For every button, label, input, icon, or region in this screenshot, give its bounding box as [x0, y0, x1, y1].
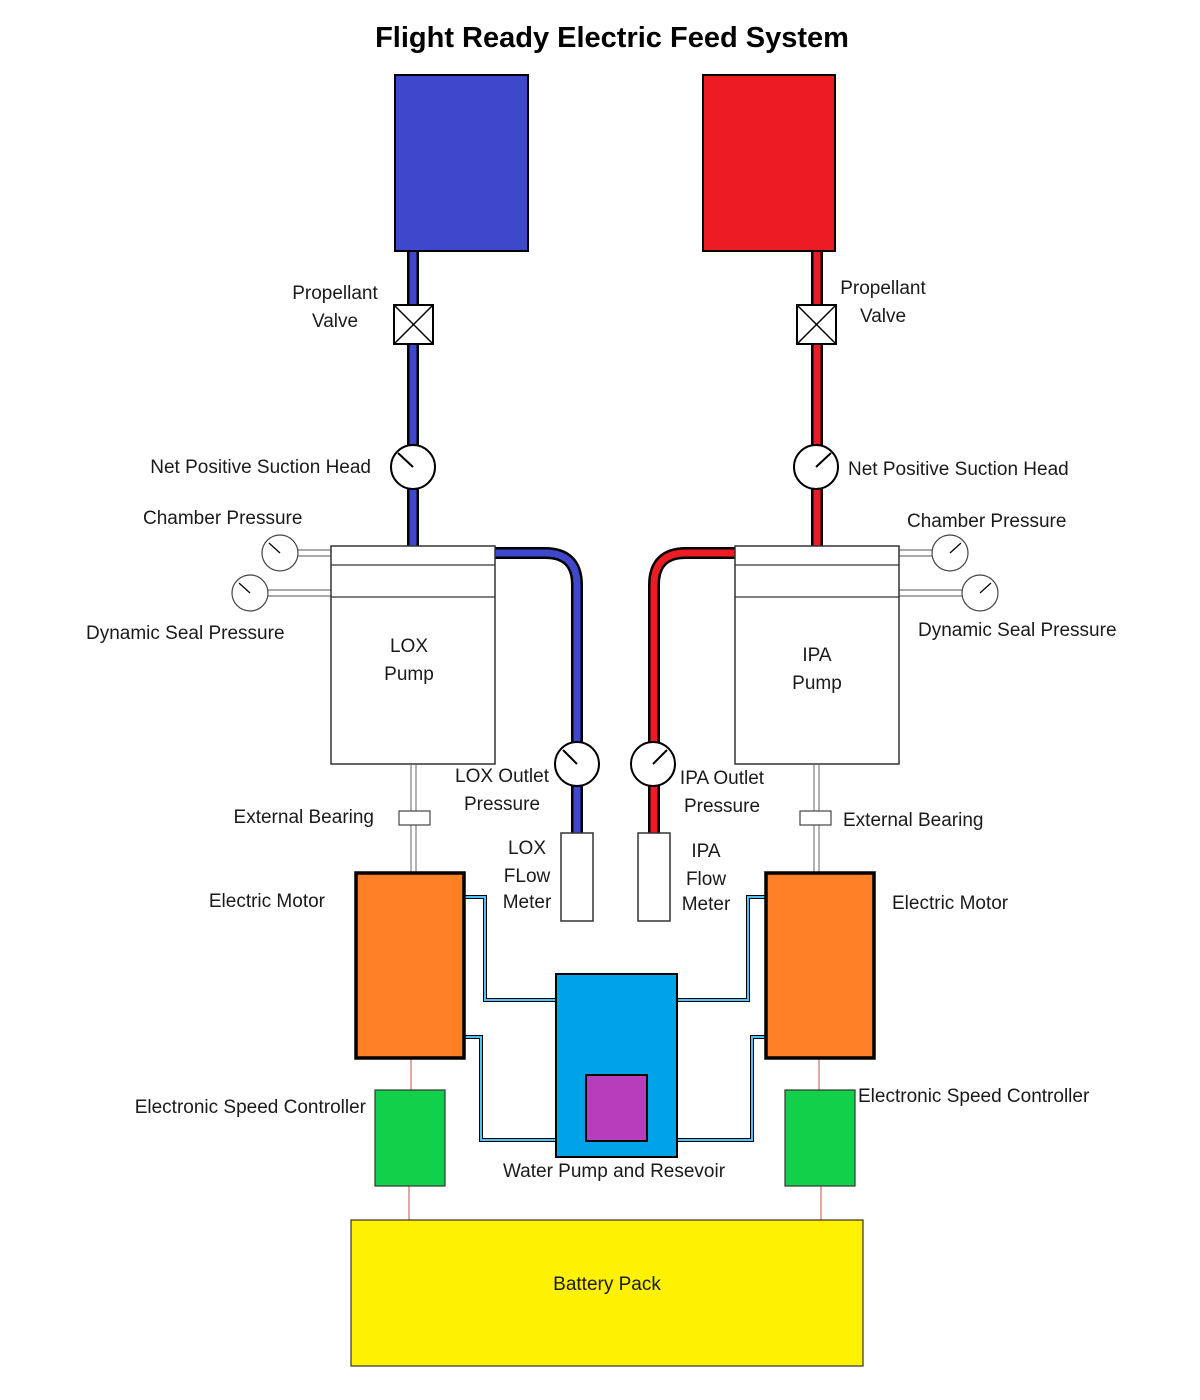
ipa-electric-motor [764, 871, 876, 1060]
lox-outlet-label-line1: LOX Outlet [455, 766, 550, 787]
ipa-npsh-gauge [793, 444, 839, 490]
lox-npsh-gauge [390, 444, 436, 490]
lox-flow-label-line2: FLow [504, 866, 551, 887]
power-wires [408, 1058, 822, 1220]
lox-dynamic-seal-label: Dynamic Seal Pressure [86, 623, 285, 644]
lox-esc [374, 1089, 446, 1187]
lox-pump-label-line2: Pump [384, 664, 434, 685]
lox-outlet-label-line2: Pressure [464, 794, 540, 815]
pressure-gauge-icon [390, 444, 436, 490]
ipa-valve-label-line1: Propellant [840, 278, 926, 299]
pressure-gauge-icon [630, 741, 676, 787]
lox-electric-motor [354, 871, 466, 1060]
ipa-bearing-label: External Bearing [843, 810, 983, 831]
lox-npsh-label: Net Positive Suction Head [150, 457, 371, 478]
ipa-outlet-pressure-gauge [630, 741, 676, 787]
water-pump-label: Water Pump and Resevoir [503, 1161, 726, 1182]
ipa-dynamic-seal-label: Dynamic Seal Pressure [918, 620, 1117, 641]
ipa-chamber-pressure-label: Chamber Pressure [907, 511, 1066, 532]
lox-esc-label: Electronic Speed Controller [135, 1097, 367, 1118]
ipa-npsh-label: Net Positive Suction Head [848, 459, 1069, 480]
ipa-valve-label-line2: Valve [860, 306, 906, 327]
pressure-gauge-icon [793, 444, 839, 490]
lox-valve-label-line2: Valve [312, 311, 358, 332]
lox-feed-line [407, 250, 583, 833]
diagram-title: Flight Ready Electric Feed System [375, 22, 849, 54]
ipa-chamber-pressure-gauge [931, 534, 969, 572]
lox-valve-label-line1: Propellant [292, 283, 378, 304]
ipa-dynamic-seal-gauge [961, 574, 999, 612]
lox-flow-meter [560, 832, 594, 922]
lox-dynamic-seal-gauge [231, 574, 269, 612]
valve-icon [796, 304, 837, 345]
valve-icon [393, 304, 434, 345]
ipa-outlet-label-line2: Pressure [684, 796, 760, 817]
ipa-pump-label-line1: IPA [802, 645, 832, 666]
lox-flow-label-line3: Meter [503, 892, 552, 913]
battery-pack [350, 1219, 864, 1367]
ipa-pump [734, 545, 900, 765]
lox-pump [330, 545, 496, 765]
lox-pump-label-line1: LOX [390, 636, 428, 657]
lox-flow-label-line1: LOX [508, 838, 546, 859]
lox-propellant-valve [393, 304, 434, 345]
pressure-gauge-icon [231, 574, 269, 612]
ipa-feed-line [648, 250, 823, 833]
ipa-motor-label: Electric Motor [892, 893, 1009, 914]
ipa-flow-label-line3: Meter [682, 894, 731, 915]
lox-external-bearing [398, 810, 431, 826]
ipa-flow-label-line1: IPA [691, 841, 721, 862]
lox-motor-label: Electric Motor [209, 891, 326, 912]
pressure-gauge-icon [261, 534, 299, 572]
ipa-tank [702, 74, 836, 252]
ipa-external-bearing [799, 810, 832, 826]
ipa-outlet-label-line1: IPA Outlet [680, 768, 765, 789]
pressure-gauge-icon [961, 574, 999, 612]
ipa-esc [784, 1089, 856, 1187]
ipa-propellant-valve [796, 304, 837, 345]
lox-bearing-label: External Bearing [234, 807, 374, 828]
ipa-flow-label-line2: Flow [686, 869, 726, 890]
ipa-pump-label-line2: Pump [792, 673, 842, 694]
ipa-esc-label: Electronic Speed Controller [858, 1086, 1090, 1107]
lox-chamber-pressure-label: Chamber Pressure [143, 508, 302, 529]
sensor-taps [268, 549, 962, 597]
battery-pack-label: Battery Pack [553, 1274, 661, 1295]
lox-outlet-pressure-gauge [554, 741, 600, 787]
ipa-flow-meter [637, 832, 671, 922]
pressure-gauge-icon [554, 741, 600, 787]
pressure-gauge-icon [931, 534, 969, 572]
reservoir [585, 1074, 648, 1142]
lox-tank [394, 74, 529, 252]
lox-chamber-pressure-gauge [261, 534, 299, 572]
water-pump-reservoir [555, 973, 678, 1158]
